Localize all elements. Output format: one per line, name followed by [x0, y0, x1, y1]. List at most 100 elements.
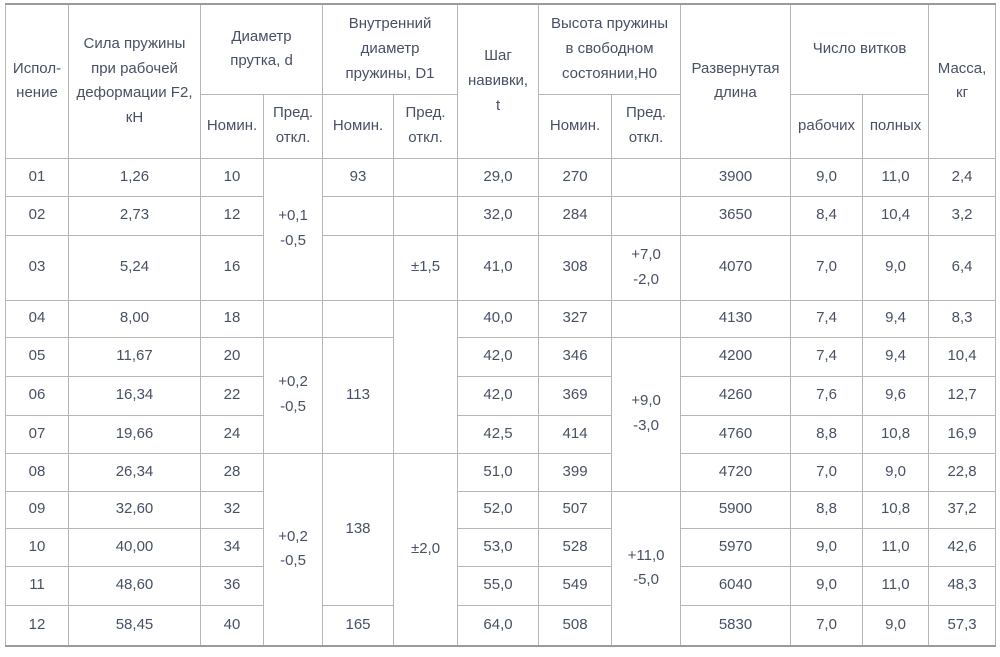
- table-cell: +0,2 -0,5: [262, 336, 324, 454]
- table-cell: 9,0: [790, 565, 864, 606]
- table-cell: 22,8: [928, 452, 997, 492]
- table-cell: 284: [538, 195, 613, 236]
- table-row: 09 32,60 32 52,0 507 +11,0 -5,0 5900 8,8 10,8 37,…: [5, 490, 997, 647]
- table-cell: 32,0: [457, 195, 540, 236]
- table-cell: 4130: [680, 299, 792, 338]
- header-rod-diameter: Диаметр прутка, d: [199, 3, 324, 95]
- table-cell: 346: [538, 336, 613, 377]
- table-cell: 16: [200, 234, 264, 301]
- table-cell: 42,6: [928, 527, 997, 567]
- table-row: 06 16,34 22 42,0 369 4260 7,6 9,6 12,7: [5, 375, 997, 416]
- table-cell: 138: [322, 452, 395, 606]
- table-cell: 41,0: [457, 234, 540, 301]
- header-developed-length: Развернутая длина: [680, 3, 792, 159]
- header-force: Сила пружины при рабочей деформации F2, …: [68, 3, 201, 159]
- table-cell: 9,0: [790, 157, 864, 197]
- table-cell: 52,0: [457, 490, 540, 529]
- table-cell: 8,8: [790, 490, 864, 529]
- table-cell: 58,45: [68, 604, 201, 647]
- table-body: 01 1,26 10 +0,1 -0,5 93 29,0 270 3900 9,0 11,0 2,4…: [5, 157, 997, 647]
- table-cell: +7,0 -2,0: [611, 234, 682, 301]
- table-cell: 8,3: [928, 299, 997, 338]
- table-cell: 93: [322, 157, 395, 197]
- header-inner-nominal: Номин.: [322, 93, 395, 159]
- table-cell: 7,0: [790, 234, 864, 301]
- table-cell: 29,0: [457, 157, 540, 197]
- table-cell: 09: [5, 490, 69, 529]
- table-cell: 22: [200, 375, 264, 416]
- table-cell: 40,00: [68, 527, 201, 567]
- table-cell: +9,0 -3,0: [611, 336, 682, 492]
- table-cell: 3,2: [928, 195, 997, 236]
- table-cell: 48,3: [928, 565, 997, 606]
- table-cell: 42,5: [457, 414, 540, 454]
- table-cell: 508: [538, 604, 613, 647]
- table-cell: 04: [5, 299, 69, 338]
- table-cell: 64,0: [457, 604, 540, 647]
- header-free-height: Высота пружины в свободном состоянии,H0: [538, 3, 682, 95]
- table-cell: 308: [538, 234, 613, 301]
- table-cell: 5900: [680, 490, 792, 529]
- table-row: 01 1,26 10 +0,1 -0,5 93 29,0 270 3900 9,0 11,0 2,4: [5, 157, 997, 301]
- table-cell: 9,0: [790, 527, 864, 567]
- table-cell: 7,4: [790, 336, 864, 377]
- table-cell: 369: [538, 375, 613, 416]
- table-cell: [393, 299, 459, 454]
- table-cell: 2,73: [68, 195, 201, 236]
- table-cell: [262, 299, 324, 338]
- table-cell: 36: [200, 565, 264, 606]
- table-cell: 34: [200, 527, 264, 567]
- header-inner-deviation: Пред. откл.: [393, 93, 459, 159]
- table-cell: +0,2 -0,5: [262, 452, 324, 647]
- table-cell: 12: [5, 604, 69, 647]
- table-cell: 7,0: [790, 604, 864, 647]
- header-height-nominal: Номин.: [538, 93, 613, 159]
- table-cell: 26,34: [68, 452, 201, 492]
- table-cell: 53,0: [457, 527, 540, 567]
- table-cell: 3900: [680, 157, 792, 197]
- spring-spec-table: Испол- нение Сила пружины при рабочей де…: [5, 3, 997, 647]
- table-cell: 10,4: [928, 336, 997, 377]
- table-cell: 10: [200, 157, 264, 197]
- table-cell: 10,8: [862, 490, 930, 529]
- table-cell: 32: [200, 490, 264, 529]
- table-row: 10 40,00 34 53,0 528 5970 9,0 11,0 42,6: [5, 527, 997, 567]
- table-cell: 4720: [680, 452, 792, 492]
- table-cell: 01: [5, 157, 69, 197]
- table-cell: 399: [538, 452, 613, 492]
- table-cell: 05: [5, 336, 69, 377]
- table-cell: 42,0: [457, 336, 540, 377]
- table-row: 05 11,67 20 +0,2 -0,5 113 42,0 346 +9,0 -3,0 420…: [5, 336, 997, 492]
- table-cell: 51,0: [457, 452, 540, 492]
- table-cell: 19,66: [68, 414, 201, 454]
- table-cell: 11: [5, 565, 69, 606]
- table-cell: 32,60: [68, 490, 201, 529]
- table-cell: 07: [5, 414, 69, 454]
- table-cell: 9,6: [862, 375, 930, 416]
- table-cell: ±1,5: [393, 234, 459, 301]
- header-rod-deviation: Пред. откл.: [262, 93, 324, 159]
- table-cell: ±2,0: [393, 452, 459, 647]
- table-cell: 8,00: [68, 299, 201, 338]
- table-cell: 9,0: [862, 604, 930, 647]
- header-mass: Масса, кг: [928, 3, 997, 159]
- table-cell: 6,4: [928, 234, 997, 301]
- table-row: 07 19,66 24 42,5 414 4760 8,8 10,8 16,9: [5, 414, 997, 454]
- table-row: 04 8,00 18 40,0 327 4130 7,4 9,4 8,3: [5, 299, 997, 454]
- table-cell: [322, 234, 395, 301]
- table-cell: 7,4: [790, 299, 864, 338]
- table-cell: 9,0: [862, 234, 930, 301]
- header-height-deviation: Пред. откл.: [611, 93, 682, 159]
- table-row: 12 58,45 40 165 64,0 508 5830 7,0 9,0 57,3: [5, 604, 997, 647]
- table-cell: 3650: [680, 195, 792, 236]
- table-cell: +11,0 -5,0: [611, 490, 682, 647]
- table-cell: 55,0: [457, 565, 540, 606]
- table-cell: 507: [538, 490, 613, 529]
- table-cell: 8,8: [790, 414, 864, 454]
- table-cell: 4070: [680, 234, 792, 301]
- table-cell: 16,9: [928, 414, 997, 454]
- header-coils-working: рабочих: [790, 93, 864, 159]
- table-cell: 4200: [680, 336, 792, 377]
- table-cell: 57,3: [928, 604, 997, 647]
- table-cell: 06: [5, 375, 69, 416]
